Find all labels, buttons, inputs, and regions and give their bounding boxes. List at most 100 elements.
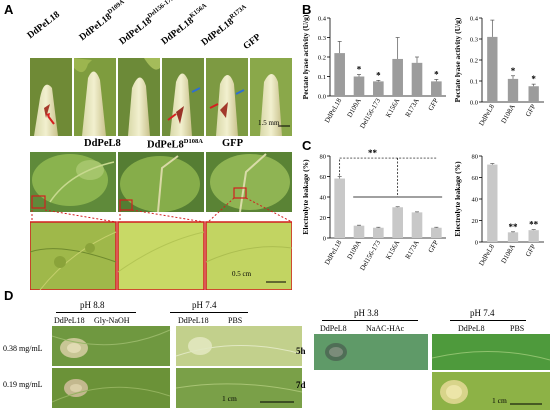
y-tick-label: 60 bbox=[472, 175, 479, 182]
significance-mark: * bbox=[511, 66, 516, 76]
leaf-photo-ddpel8 bbox=[30, 152, 116, 212]
bar bbox=[431, 81, 442, 96]
bar bbox=[373, 227, 384, 238]
leaf-photo-panel bbox=[29, 152, 293, 291]
y-tick-label: 40 bbox=[472, 197, 479, 204]
y-tick-label: 0.4 bbox=[470, 16, 479, 23]
leaf-zoom-d108a bbox=[117, 221, 205, 291]
x-tick-label: DdPeL8 bbox=[477, 103, 496, 128]
y-axis-label: Electrolyte leakage (%) bbox=[301, 159, 310, 235]
significance-mark: * bbox=[434, 69, 439, 79]
bar bbox=[507, 232, 519, 242]
significance-mark: * bbox=[376, 70, 381, 80]
stem-photo-1 bbox=[30, 58, 72, 136]
y-tick-label: 0.0 bbox=[470, 100, 478, 107]
bar bbox=[373, 81, 384, 96]
y-axis-label: Pectate lyase activity (U/g) bbox=[453, 17, 462, 102]
x-tick-label: D109A bbox=[345, 239, 362, 261]
leaf-photo-d108a bbox=[118, 152, 204, 213]
bar bbox=[353, 76, 365, 96]
ph-label-8-8: pH 8.8 bbox=[80, 300, 105, 310]
x-tick-label: D108A bbox=[499, 103, 516, 125]
ph-bracket-3-8 bbox=[322, 320, 418, 321]
y-tick-label: 80 bbox=[472, 154, 479, 161]
label-d-pbs-right: PBS bbox=[510, 324, 525, 333]
stem-photo-6 bbox=[250, 58, 292, 136]
y-tick-label: 0.1 bbox=[470, 79, 478, 86]
bar bbox=[392, 58, 403, 96]
stem-photo-5 bbox=[206, 58, 248, 136]
leaf-disc-photos-right bbox=[314, 334, 550, 410]
bar bbox=[487, 164, 498, 242]
bar bbox=[411, 62, 423, 96]
label-a-d108a: DdPeL8D108A bbox=[147, 138, 203, 151]
bar bbox=[431, 227, 442, 238]
chart-c-ddpel8-leakage: Electrolyte leakage (%) 0 20 40 60 80 DdPeL8 **… bbox=[453, 154, 544, 268]
x-tick-label: GFP bbox=[427, 97, 440, 112]
leaf-zoom-ddpel8 bbox=[29, 221, 117, 291]
bar bbox=[392, 207, 403, 238]
stem-photo-4 bbox=[162, 58, 204, 136]
leaf-ph74-038 bbox=[175, 326, 303, 366]
label-a-gfp-mid: GFP bbox=[222, 138, 243, 149]
chart-c-ddpel18-leakage: Electrolyte leakage (%) 0 20 40 60 80 DdPeL18 D… bbox=[301, 148, 446, 272]
leaf-ph74-5h bbox=[431, 334, 550, 370]
ph-bracket-7-4-right bbox=[450, 320, 526, 321]
y-tick-label: 0.2 bbox=[318, 55, 326, 62]
stem-photo-strip bbox=[30, 58, 292, 136]
ph-label-7-4-right: pH 7.4 bbox=[470, 308, 495, 318]
bar bbox=[507, 78, 519, 102]
bar bbox=[353, 225, 365, 238]
significance-mark: ** bbox=[368, 148, 378, 158]
scale-bar-bottom-label: 0.5 cm bbox=[232, 270, 252, 278]
leaf-ph74-019 bbox=[175, 368, 303, 408]
bar bbox=[411, 212, 423, 238]
label-conc-038: 0.38 mg/mL bbox=[3, 344, 43, 353]
bar bbox=[528, 86, 539, 102]
y-tick-label: 60 bbox=[320, 174, 327, 181]
ph-label-7-4-left: pH 7.4 bbox=[192, 300, 217, 310]
label-d-naac-hac: NaAC-HAc bbox=[366, 324, 405, 333]
label-a-gfp: GFP bbox=[241, 32, 263, 52]
bar bbox=[487, 36, 498, 102]
y-axis-label: Electrolyte leakage (%) bbox=[453, 161, 462, 237]
y-tick-label: 80 bbox=[320, 154, 327, 161]
label-d-ddpel18-1: DdPeL18 bbox=[54, 316, 85, 325]
y-tick-label: 0 bbox=[475, 240, 478, 247]
label-time-7d: 7d bbox=[296, 380, 306, 390]
panel-label-b: B bbox=[302, 2, 312, 17]
y-tick-label: 20 bbox=[320, 215, 327, 222]
x-tick-label: D109A bbox=[345, 97, 362, 119]
leaf-zoom-gfp bbox=[205, 221, 293, 291]
scale-bar-d-right-label: 1 cm bbox=[492, 396, 507, 405]
chart-b-ddpel8-activity: Pectate lyase activity (U/g) 0.0 0.1 0.2 0.3… bbox=[453, 16, 544, 128]
y-tick-label: 0 bbox=[323, 236, 326, 243]
label-d-ddpel8-2: DdPeL8 bbox=[458, 324, 485, 333]
y-tick-label: 40 bbox=[320, 195, 327, 202]
stem-photo-2 bbox=[74, 58, 116, 136]
x-tick-label: DdPeL8 bbox=[477, 243, 496, 268]
panel-label-a: A bbox=[4, 2, 14, 17]
x-tick-label: GFP bbox=[427, 239, 440, 254]
y-tick-label: 0.1 bbox=[318, 74, 326, 81]
significance-mark: * bbox=[357, 65, 362, 75]
x-tick-label: GFP bbox=[524, 243, 537, 258]
leaf-ph74-7d bbox=[432, 372, 550, 410]
label-conc-019: 0.19 mg/mL bbox=[3, 380, 43, 389]
x-tick-label: R173A bbox=[404, 239, 421, 261]
ph-bracket-7-4-left bbox=[170, 312, 248, 313]
x-tick-label: GFP bbox=[524, 103, 537, 118]
panel-label-d: D bbox=[4, 288, 14, 303]
x-tick-label: K156A bbox=[384, 239, 401, 261]
x-tick-label: R173A bbox=[404, 97, 421, 119]
label-d-glynaoh: Gly-NaOH bbox=[94, 316, 130, 325]
y-tick-label: 0.3 bbox=[470, 37, 478, 44]
stem-photo-3 bbox=[118, 58, 160, 136]
scale-bar-top-label: 1.5 mm bbox=[258, 119, 280, 127]
label-a-ddpel18: DdPeL18 bbox=[25, 9, 62, 42]
y-tick-label: 20 bbox=[472, 218, 479, 225]
label-d-ddpel8-1: DdPeL8 bbox=[320, 324, 347, 333]
y-tick-label: 0.4 bbox=[318, 16, 327, 23]
significance-mark: ** bbox=[529, 220, 539, 230]
bar bbox=[334, 178, 345, 238]
